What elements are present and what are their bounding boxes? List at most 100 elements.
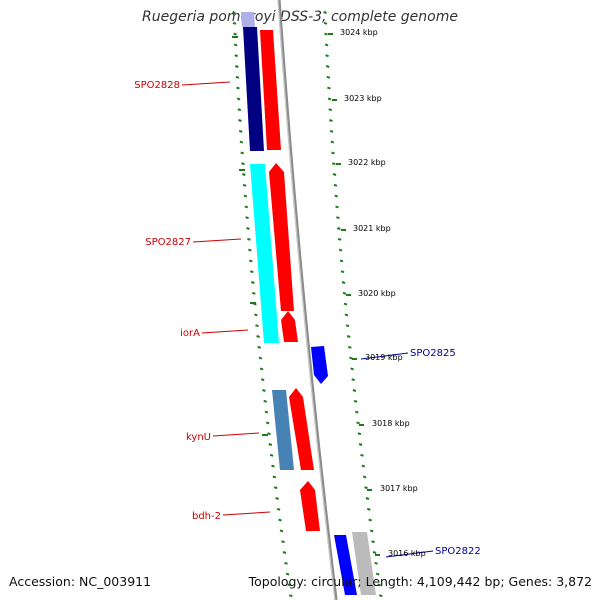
minor-tick-right <box>328 108 333 112</box>
minor-tick-right <box>329 119 333 122</box>
minor-tick-left <box>250 281 255 284</box>
minor-tick-right <box>351 378 356 382</box>
minor-tick-left <box>240 151 245 155</box>
minor-tick-right <box>357 432 362 436</box>
minor-tick-left <box>285 572 290 576</box>
minor-tick-left <box>275 497 279 500</box>
minor-tick-right <box>360 453 364 457</box>
tick-track-right <box>323 11 383 598</box>
scale-label: 3023 kbp <box>344 94 382 103</box>
minor-tick-left <box>264 410 269 414</box>
minor-tick-left <box>233 43 238 47</box>
scale-label: 3020 kbp <box>358 289 396 298</box>
scale-label: 3019 kbp <box>365 353 403 362</box>
callout-line-spo2825 <box>360 352 409 360</box>
minor-tick-left <box>284 561 288 565</box>
minor-tick-right <box>371 540 375 544</box>
minor-tick-left <box>272 475 277 479</box>
minor-tick-right <box>361 464 366 468</box>
minor-tick-left <box>273 486 278 490</box>
minor-tick-left <box>257 345 262 349</box>
minor-tick-left <box>246 227 250 230</box>
minor-tick-left <box>244 205 249 209</box>
callout-line-kynu <box>212 432 260 437</box>
minor-tick-left <box>242 183 247 187</box>
minor-tick-right <box>325 54 329 58</box>
minor-tick-right <box>323 21 328 25</box>
minor-tick-left <box>232 21 237 25</box>
minor-tick-right <box>343 302 348 306</box>
minor-tick-left <box>247 237 251 241</box>
gene-iora-forward <box>281 311 298 342</box>
gene-spo2825-forward <box>311 346 328 384</box>
scale-label: 3022 kbp <box>348 158 386 167</box>
minor-tick-left <box>267 432 271 436</box>
gene-label-kynu: kynU <box>186 432 211 443</box>
minor-tick-right <box>342 291 347 295</box>
gene-label-spo2827: SPO2827 <box>145 237 191 248</box>
minor-tick-right <box>339 259 344 263</box>
minor-tick-left <box>251 291 256 295</box>
minor-tick-right <box>336 216 340 220</box>
accession-label: Accession: NC_003911 <box>9 574 152 589</box>
scale-label: 3016 kbp <box>388 549 426 558</box>
callout-line-iora <box>201 329 249 334</box>
minor-tick-right <box>366 507 371 511</box>
genome-backbone <box>277 0 338 600</box>
minor-tick-right <box>327 97 332 101</box>
minor-tick-left <box>236 86 240 90</box>
minor-tick-right <box>378 594 383 598</box>
minor-tick-left <box>241 162 245 166</box>
minor-tick-right <box>325 65 330 68</box>
minor-tick-right <box>372 551 377 554</box>
minor-tick-right <box>337 237 342 241</box>
minor-tick-left <box>287 583 292 587</box>
minor-tick-right <box>332 173 337 176</box>
minor-tick-right <box>356 421 360 425</box>
gene-spo2827-forward <box>269 163 294 311</box>
minor-tick-left <box>232 11 236 14</box>
scale-label: 3024 kbp <box>340 28 378 37</box>
minor-tick-left <box>234 54 239 58</box>
minor-tick-left <box>233 32 237 36</box>
minor-tick-left <box>236 97 241 101</box>
gene-label-spo2825: SPO2825 <box>410 348 456 359</box>
genome-summary-label: Topology: circular; Length: 4,109,442 bp… <box>248 574 592 589</box>
minor-tick-right <box>323 11 327 14</box>
minor-tick-right <box>340 270 345 274</box>
minor-tick-left <box>265 421 270 425</box>
minor-tick-right <box>329 129 334 133</box>
minor-tick-right <box>374 561 378 565</box>
minor-tick-right <box>330 140 335 144</box>
gene-kynu-reverse <box>272 390 294 470</box>
minor-tick-left <box>278 518 282 522</box>
gene-label-iora: iorA <box>180 328 200 339</box>
minor-tick-right <box>334 194 339 198</box>
minor-tick-left <box>238 119 242 122</box>
minor-tick-left <box>245 216 249 220</box>
minor-tick-left <box>262 389 266 392</box>
minor-tick-right <box>369 529 374 533</box>
scale-major-ticks <box>232 33 380 556</box>
minor-tick-right <box>354 410 359 414</box>
minor-tick-left <box>258 356 263 360</box>
map-title: Ruegeria pomeroyi DSS-3, complete genome <box>142 9 458 25</box>
gene-spo2822-reverse <box>334 535 357 595</box>
minor-tick-left <box>243 194 248 198</box>
gene-grey-reverse <box>352 532 376 595</box>
minor-tick-right <box>344 313 349 317</box>
minor-tick-left <box>248 259 253 263</box>
minor-tick-left <box>269 453 274 457</box>
minor-tick-right <box>365 497 370 500</box>
minor-tick-right <box>326 75 331 79</box>
minor-tick-left <box>288 594 293 598</box>
minor-tick-right <box>377 583 382 587</box>
minor-tick-right <box>350 367 354 371</box>
callout-line-spo2822 <box>385 550 434 558</box>
gene-bdh2-forward <box>300 481 320 531</box>
minor-tick-left <box>237 108 242 112</box>
gene-spo2828-forward <box>260 30 281 150</box>
minor-tick-right <box>358 443 363 446</box>
minor-tick-left <box>249 270 254 274</box>
